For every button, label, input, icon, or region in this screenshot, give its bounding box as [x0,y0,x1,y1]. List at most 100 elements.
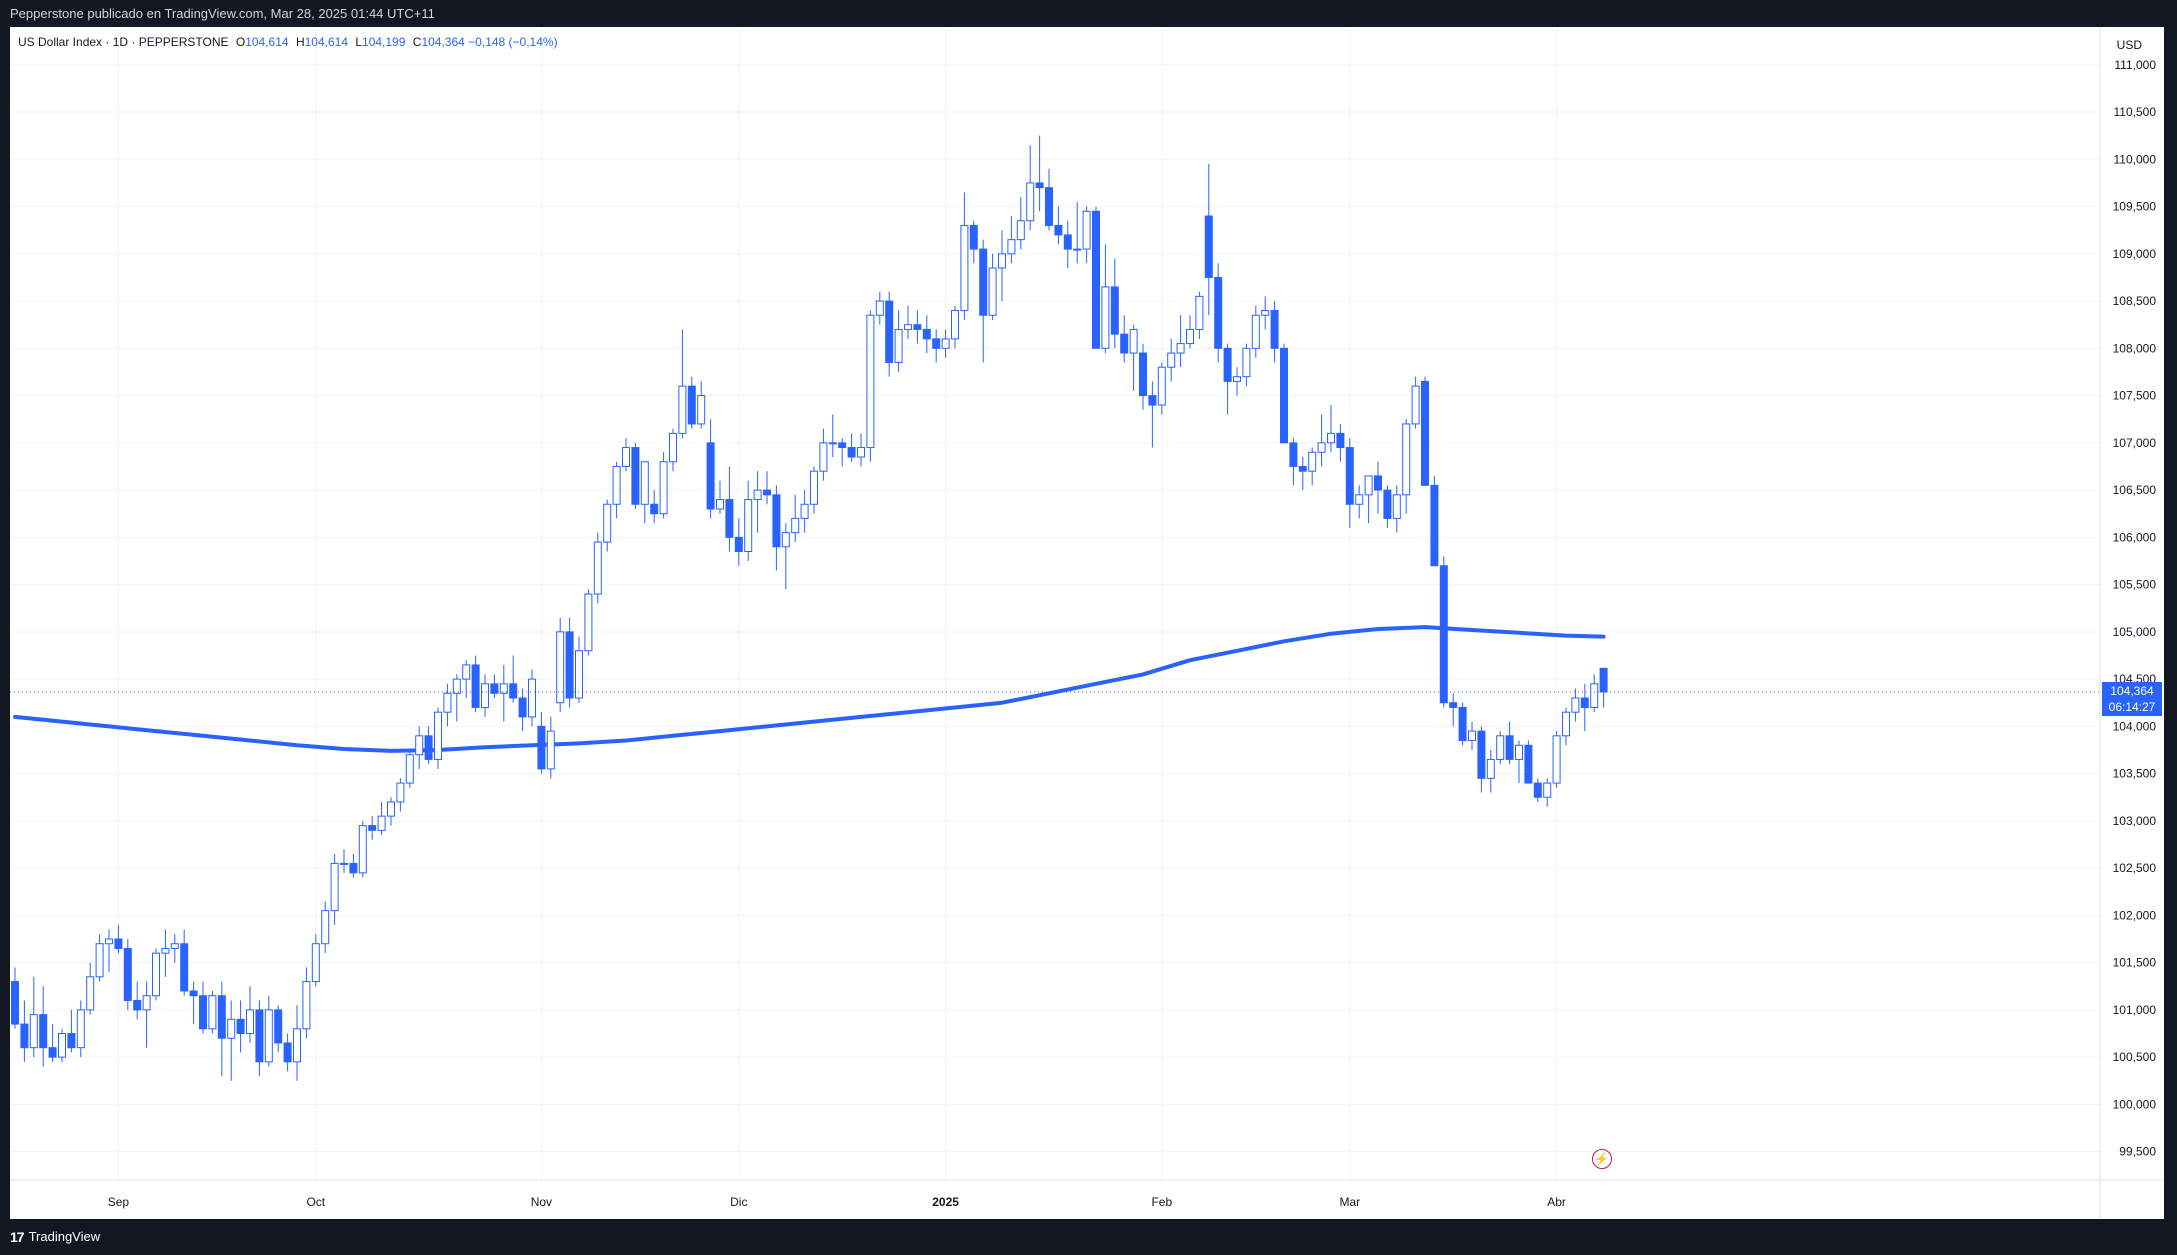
axes: 99,500 100,000 100,500 101,000 101,500 102,00… [10,27,2164,1219]
candle [1289,438,1298,486]
candle [246,986,254,1043]
candle-body-down [847,447,856,458]
x-tick-label: Oct [306,1195,325,1209]
candle-body-up [1543,782,1552,798]
candle-body-up [208,995,217,1030]
candle-body-up [1562,711,1570,737]
candle-body-up [1073,248,1082,251]
chart-frame[interactable]: 99,500 100,000 100,500 101,000 101,500 102,00… [10,27,2164,1219]
candle-body-up [791,517,800,534]
candle [904,305,912,339]
candle-body-up [499,683,508,694]
footer-bar: 17 TradingView [0,1219,2177,1255]
candle-body-down [1599,667,1608,693]
candle-body-up [744,499,753,553]
candle-body-up [142,995,151,1011]
candle-body-down [424,735,433,760]
candle-body-up [1195,295,1204,330]
candle-body-down [274,1009,283,1044]
candle [847,433,856,462]
x-tick-label: Mar [1339,1195,1360,1209]
candle-body-up [941,338,950,349]
candle [612,461,621,519]
candle [227,1000,236,1081]
candle [969,220,978,264]
candle-body-up [575,650,583,699]
candle [763,471,771,505]
candle-body-up [321,910,330,945]
candle [264,995,273,1067]
candle [913,310,922,344]
candle [189,981,198,1025]
candle-body-up [95,943,104,978]
candles [11,135,1608,1081]
candle [499,664,508,722]
y-tick-label: 101,000 [2113,1003,2157,1017]
candle [1411,376,1420,429]
candle [1167,338,1176,382]
candle [565,617,574,708]
candle-body-up [1392,494,1401,519]
candle [405,749,414,788]
candle [528,669,536,727]
candle [481,674,489,717]
candle [1430,475,1439,567]
flash-icon[interactable]: ⚡ [1591,1149,1612,1169]
candle-body-down [979,248,988,316]
page-title: Pepperstone publicado en TradingView.com… [10,6,435,21]
candle-body-up [1007,239,1016,255]
legend-low-label: L [355,35,363,49]
candle-body-up [678,385,687,434]
moving-average [13,625,1606,753]
candle-body-down [1092,210,1100,349]
candle-body-up [998,253,1006,269]
candle [1054,206,1063,245]
candle [546,716,555,779]
candle-body-down [1430,484,1439,567]
candle [725,466,734,552]
header-bar: Pepperstone publicado en TradingView.com… [0,0,2177,27]
candle-body-down [1204,215,1213,278]
candle [11,967,19,1029]
candle-body-down [734,536,743,553]
candle-body-down [48,1047,57,1058]
candle-body-up [405,754,414,784]
candle [1327,405,1335,453]
candle [142,981,151,1048]
candle-body-up [1364,475,1373,496]
candle [1552,731,1561,788]
candle-body-down [11,981,19,1025]
candle-body-down [123,947,132,1001]
candle [979,239,988,363]
candle [631,442,640,509]
candle-body-up [443,692,452,713]
candle [1308,447,1317,486]
candle-body-down [1477,730,1486,779]
candle [659,452,668,519]
candle-body-down [838,442,847,449]
candle [377,801,386,836]
candle [1195,291,1204,339]
candle [697,381,706,429]
candle-body-up [1157,366,1166,406]
y-tick-label: 110,000 [2114,152,2157,166]
candle [584,589,593,656]
candle [1214,263,1223,363]
candle [1524,740,1533,784]
price-chart[interactable]: 99,500 100,000 100,500 101,000 101,500 102,00… [10,27,2164,1219]
candle-body-down [565,631,574,699]
currency-label[interactable]: USD [2116,38,2142,52]
candle-body-down [1045,187,1053,226]
y-tick-label: 102,000 [2113,908,2157,922]
candle-body-up [988,267,997,316]
candle [1186,315,1194,349]
candle [396,778,405,812]
candle [593,532,602,604]
candle-body-up [1571,697,1580,713]
brand[interactable]: 17 TradingView [10,1219,100,1255]
candle-body-up [556,631,565,704]
candle [349,853,358,878]
candle [734,518,743,566]
candle [133,981,142,1020]
candle [1355,485,1364,519]
